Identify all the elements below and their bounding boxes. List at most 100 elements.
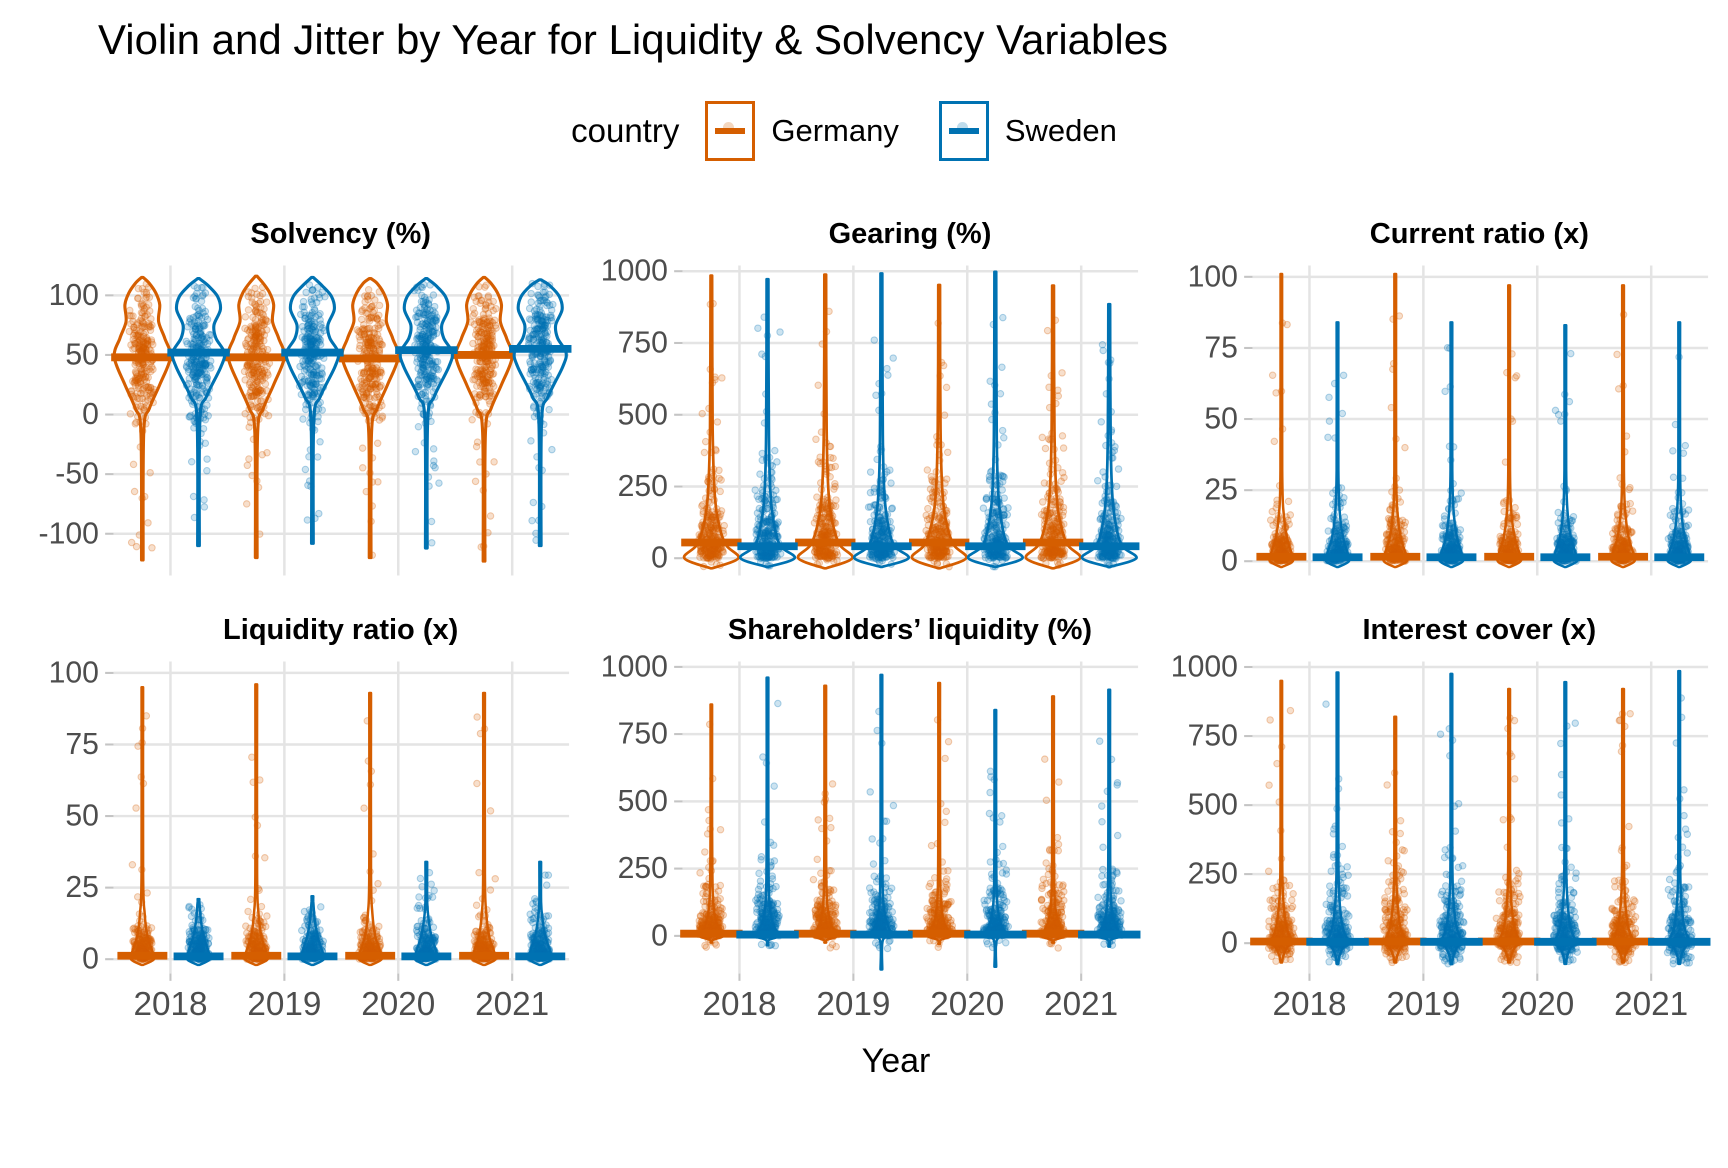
facet-panel-current-ratio-x: 0 25 50 75 100 [1163,253,1714,588]
legend-label-germany: Germany [771,113,898,149]
violin-germany-2018 [1250,681,1312,965]
violin-germany-2020 [909,285,969,570]
svg-text:100: 100 [1187,260,1237,293]
gridlines [113,661,569,973]
jitter-points [1094,342,1125,569]
svg-text:0: 0 [651,542,668,575]
violin-sweden-2021 [515,862,565,965]
gridlines [683,265,1139,575]
facet-current-ratio-x: Current ratio (x) 0 25 50 75 100 [1163,218,1714,588]
violin-sweden-2018 [737,678,799,949]
violin-sweden-2018 [167,279,229,546]
violin-germany-2019 [794,686,856,951]
violin-germany-2020 [1484,285,1534,567]
svg-text:50: 50 [65,338,99,371]
violin-sweden-2018 [1306,672,1368,965]
y-axis: 0 25 50 75 100 [1187,260,1252,577]
svg-text:25: 25 [1204,474,1238,507]
legend-label-sweden: Sweden [1005,113,1117,149]
violin-sweden-2019 [287,896,337,965]
violin-sweden-2020 [966,272,1026,570]
violin-sweden-2018 [738,279,798,569]
violin-germany-2020 [339,279,401,559]
facet-title: Liquidity ratio (x) [24,614,575,647]
violin-sweden-2019 [851,675,913,970]
violin-germany-2021 [1592,689,1654,966]
violin-sweden-2020 [401,862,451,965]
svg-text:1000: 1000 [601,255,668,288]
svg-text:-50: -50 [55,458,99,491]
facet-title: Gearing (%) [593,218,1144,251]
violin-sweden-2018 [1312,322,1362,567]
violin-sweden-2019 [852,273,912,567]
violin-sweden-2021 [1648,671,1710,967]
svg-text:100: 100 [49,279,99,312]
violin-germany-2020 [345,693,395,965]
violin-sweden-2019 [1420,674,1482,967]
violin-germany-2021 [1598,285,1648,567]
legend: country Germany Sweden [0,98,1728,164]
svg-text:50: 50 [1204,403,1238,436]
y-axis: 0 250 500 750 1000 [601,255,683,575]
violin-germany-2018 [682,276,742,570]
violin-germany-2021 [453,277,515,561]
violin-germany-2019 [795,275,855,569]
jitter-points [296,282,328,523]
legend-key-median-bar [715,128,745,134]
violin-sweden-2021 [1654,322,1704,567]
facet-gearing: Gearing (%) 0 250 500 750 1000 [593,218,1144,588]
svg-text:500: 500 [618,398,668,431]
gridlines [1252,265,1708,575]
facet-panel-gearing: 0 250 500 750 1000 [593,253,1144,588]
violin-sweden-2021 [1078,690,1140,949]
svg-text:0: 0 [82,398,99,431]
facet-solvency: Solvency (%) -100 -50 0 50 100 [24,218,575,588]
svg-text:750: 750 [618,326,668,359]
violin-germany-2021 [459,693,509,965]
gridlines [683,661,1139,973]
facet-title: Solvency (%) [24,218,575,251]
jitter-points [525,280,556,543]
legend-key-sweden-icon [939,101,989,161]
violin-germany-2018 [111,277,173,560]
y-axis: -100 -50 0 50 100 [39,279,114,550]
facet-title: Shareholders’ liquidity (%) [593,614,1144,647]
facet-title: Current ratio (x) [1163,218,1714,251]
x-axis-title: Year [0,1042,1728,1081]
svg-text:-100: -100 [39,517,99,550]
legend-key-median-bar [949,128,979,134]
svg-text:0: 0 [1221,545,1238,578]
violin-germany-2018 [117,687,167,965]
violin-germany-2019 [225,276,287,557]
violin-sweden-2021 [509,280,571,546]
violin-germany-2018 [1256,274,1306,567]
violin-sweden-2020 [964,710,1026,967]
violin-sweden-2020 [1534,682,1596,964]
violin-sweden-2019 [1426,322,1476,567]
legend-title: country [571,112,679,150]
violin-germany-2020 [1478,689,1540,966]
violin-germany-2018 [681,705,743,951]
chart-title: Violin and Jitter by Year for Liquidity … [98,16,1728,64]
facet-panel-solvency: -100 -50 0 50 100 [24,253,575,588]
legend-key-germany-icon [705,101,755,161]
violin-germany-2019 [231,684,281,965]
violin-germany-2021 [1023,286,1083,569]
gridlines [1252,661,1708,973]
svg-text:75: 75 [1204,331,1238,364]
facet-title: Interest cover (x) [1163,614,1714,647]
svg-text:250: 250 [618,470,668,503]
